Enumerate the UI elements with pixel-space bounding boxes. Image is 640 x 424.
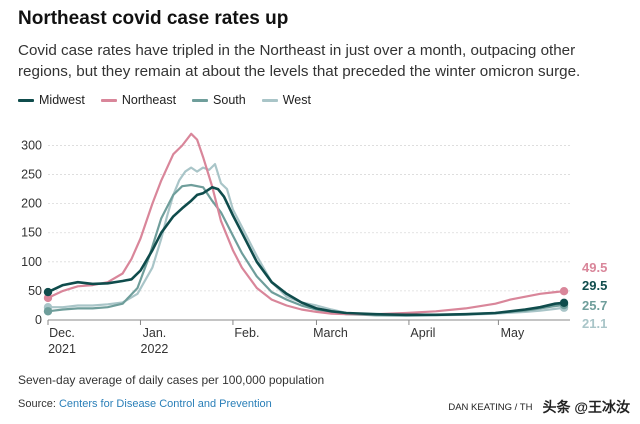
watermark: 头条 @王冰汝	[542, 399, 630, 415]
legend-item-west: West	[261, 93, 311, 107]
source-link[interactable]: Centers for Disease Control and Preventi…	[58, 398, 272, 410]
x-tick-label: April	[410, 326, 435, 340]
x-tick-label-year: 2022	[141, 342, 169, 356]
x-tick-label: March	[313, 326, 348, 340]
y-tick-label: 150	[21, 226, 42, 240]
chart-subtitle: Covid case rates have tripled in the Nor…	[18, 42, 581, 80]
chart-title: Northeast covid case rates up	[18, 8, 289, 29]
x-tick-label-year: 2021	[48, 342, 76, 356]
legend-item-south: South	[192, 93, 246, 107]
legend-item-midwest: Midwest	[18, 93, 85, 107]
series-end-dot-midwest	[559, 298, 569, 308]
x-tick-label: Feb.	[234, 326, 259, 340]
series-start-dot-midwest	[43, 287, 53, 297]
x-tick-label: May	[501, 326, 525, 340]
legend-label-south: South	[213, 93, 246, 107]
legend-swatch-northeast	[100, 98, 117, 102]
end-value-label-west: 21.1	[582, 316, 607, 331]
x-tick-label: Dec.	[49, 326, 75, 340]
series-start-dot-south	[43, 307, 53, 316]
y-tick-label: 50	[28, 284, 42, 298]
legend: Midwest Northeast South West	[18, 93, 311, 107]
series-start-dot-northeast	[43, 293, 53, 303]
end-value-label-northeast: 49.5	[582, 260, 607, 275]
source-line: Source: Centers for Disease Control and …	[18, 398, 272, 410]
series-line-northeast	[46, 132, 566, 316]
end-value-label-midwest: 29.5	[582, 278, 607, 293]
credit-area: DAN KEATING / TH 头条 @王冰汝	[448, 397, 630, 417]
legend-item-northeast: Northeast	[100, 93, 177, 107]
y-tick-label: 100	[21, 255, 42, 269]
end-value-label-south: 25.7	[582, 298, 607, 313]
legend-label-west: West	[282, 93, 311, 107]
series-line-midwest	[46, 186, 566, 317]
y-tick-label: 0	[35, 313, 42, 327]
y-tick-label: 300	[21, 138, 42, 152]
legend-label-midwest: Midwest	[39, 93, 85, 107]
legend-label-northeast: Northeast	[121, 93, 177, 107]
series-line-west	[46, 163, 566, 317]
series-line-south	[46, 183, 566, 317]
legend-swatch-west	[261, 98, 278, 102]
chart-note: Seven-day average of daily cases per 100…	[18, 373, 325, 387]
series-end-dot-northeast	[559, 287, 569, 296]
source-prefix: Source:	[18, 398, 59, 410]
x-tick-label: Jan.	[143, 326, 167, 340]
credit-text: DAN KEATING / TH	[448, 401, 533, 413]
legend-swatch-midwest	[18, 98, 34, 102]
legend-swatch-south	[192, 98, 209, 102]
y-tick-label: 200	[21, 197, 42, 211]
y-tick-label: 250	[21, 168, 42, 182]
